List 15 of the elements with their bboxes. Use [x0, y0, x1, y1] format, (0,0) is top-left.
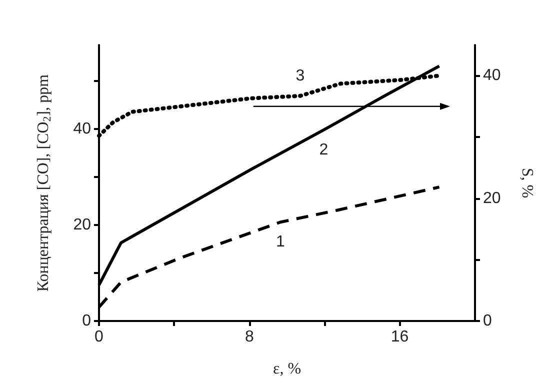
y-tick-label: 20	[73, 216, 92, 234]
x-tick-label: 8	[244, 328, 254, 346]
series-label: 1	[276, 234, 285, 251]
x-axis-title: ε, %	[272, 360, 302, 378]
y-tick-label: 0	[82, 312, 92, 330]
y2-tick-label: 20	[483, 190, 501, 207]
y-tick-label: 40	[73, 120, 92, 138]
series-label: 3	[296, 67, 305, 84]
y2-tick-label: 40	[483, 67, 501, 84]
series-label: 2	[319, 141, 328, 158]
y2-tick-label: 0	[483, 312, 492, 330]
x-tick-label: 16	[390, 328, 409, 346]
y-axis-title: Концентрация [CO], [CO2], ppm	[35, 74, 54, 292]
y2-axis-title: S, %	[518, 168, 536, 198]
x-tick-label: 0	[94, 328, 104, 346]
